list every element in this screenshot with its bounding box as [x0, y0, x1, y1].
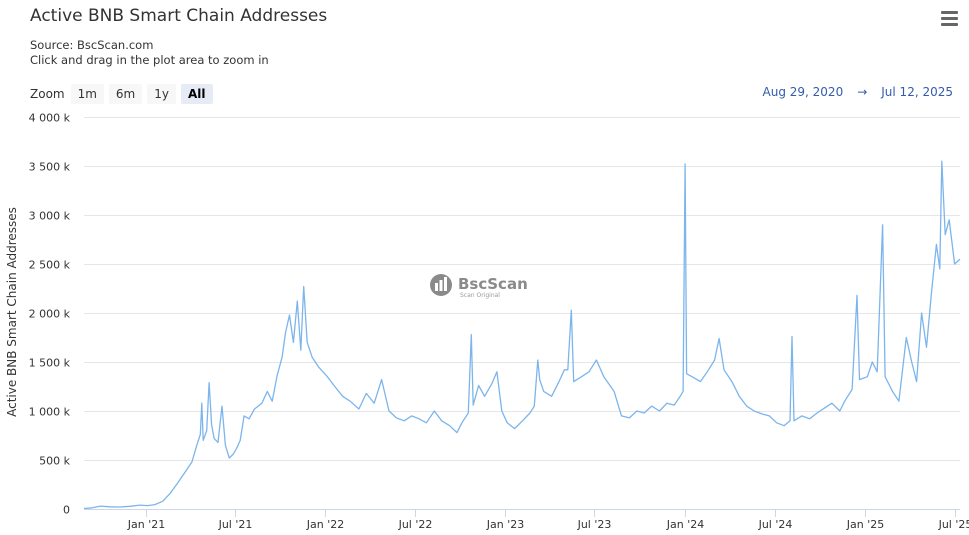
y-tick-label: 1 500 k — [29, 357, 71, 370]
y-tick-label: 0 — [63, 504, 70, 517]
y-tick-label: 500 k — [39, 455, 70, 468]
x-tick-label: Jul '23 — [577, 518, 612, 531]
watermark-brand: BscScan — [458, 275, 528, 293]
context-menu-icon[interactable] — [941, 11, 958, 29]
range-from[interactable]: Aug 29, 2020 — [762, 85, 844, 99]
zoom-1m-button[interactable]: 1m — [70, 84, 104, 104]
y-axis-ticks: 0 500 k 1 000 k 1 500 k 2 000 k 2 500 k 3 000 … — [29, 112, 71, 517]
x-tick-label: Jul '22 — [398, 518, 433, 531]
range-arrow: → — [857, 85, 868, 99]
series-line — [83, 160, 961, 510]
x-tick-label: Jul '21 — [218, 518, 253, 531]
watermark-tagline: Scan Original — [460, 292, 500, 299]
x-tick-label: Jan '23 — [486, 518, 524, 531]
y-tick-label: 1 000 k — [29, 406, 71, 419]
x-tick-label: Jan '21 — [127, 518, 165, 531]
zoom-1y-button[interactable]: 1y — [147, 84, 176, 104]
chart-source: Source: BscScan.com — [30, 38, 154, 52]
y-tick-label: 2 500 k — [29, 259, 71, 272]
x-tick-label: Jul '25 — [938, 518, 969, 531]
y-tick-label: 3 000 k — [29, 210, 71, 223]
y-tick-label: 2 000 k — [29, 308, 71, 321]
menu-bar-1 — [941, 11, 958, 14]
zoom-6m-button[interactable]: 6m — [108, 84, 143, 104]
chart-zoom-hint: Click and drag in the plot area to zoom … — [30, 53, 269, 67]
chart-title: Active BNB Smart Chain Addresses — [30, 6, 328, 26]
y-axis-title: Active BNB Smart Chain Addresses — [5, 207, 19, 417]
range-to[interactable]: Jul 12, 2025 — [881, 85, 953, 99]
y-tick-label: 3 500 k — [29, 161, 71, 174]
watermark: BscScan Scan Original — [430, 274, 528, 299]
grid-lines — [84, 117, 960, 461]
menu-bar-3 — [941, 23, 958, 26]
zoom-controls: Zoom 1m 6m 1y All — [30, 84, 218, 104]
y-tick-label: 4 000 k — [29, 112, 71, 125]
menu-bar-2 — [941, 17, 958, 20]
x-tick-label: Jan '22 — [306, 518, 344, 531]
zoom-all-button[interactable]: All — [181, 84, 213, 104]
date-range: Aug 29, 2020 → Jul 12, 2025 — [763, 85, 953, 99]
zoom-label: Zoom — [30, 87, 65, 101]
x-tick-label: Jul '24 — [758, 518, 793, 531]
x-axis-ticks: Jan '21 Jul '21 Jan '22 Jul '22 Jan '23 Jul '… — [127, 509, 969, 531]
x-tick-label: Jan '24 — [666, 518, 704, 531]
x-tick-label: Jan '25 — [846, 518, 884, 531]
